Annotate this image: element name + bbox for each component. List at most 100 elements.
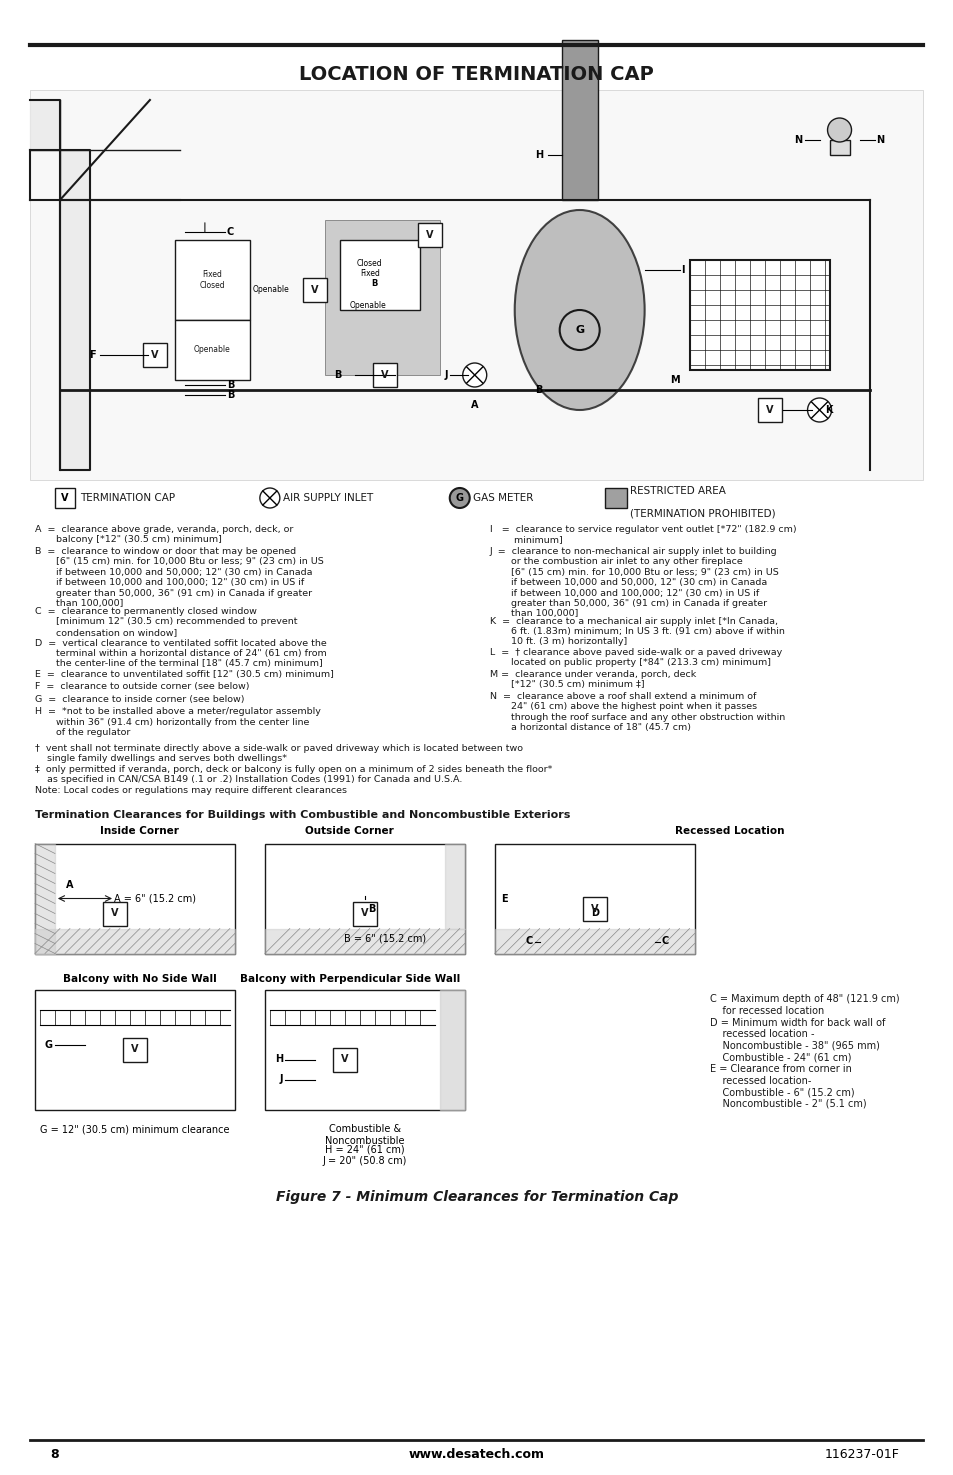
Text: B: B (227, 389, 234, 400)
Text: D  =  vertical clearance to ventilated soffit located above the
       terminal : D = vertical clearance to ventilated sof… (35, 639, 326, 668)
Text: 8: 8 (50, 1448, 58, 1462)
Bar (103, 901, 127, 925)
Text: H: H (274, 1055, 282, 1065)
Text: H: H (535, 150, 543, 159)
Polygon shape (35, 844, 55, 953)
Text: C: C (525, 937, 532, 947)
Text: Fixed: Fixed (359, 268, 379, 277)
Bar (333, 1047, 356, 1071)
Text: Balcony with Perpendicular Side Wall: Balcony with Perpendicular Side Wall (239, 974, 459, 984)
Bar (757, 398, 781, 422)
Text: J: J (444, 370, 447, 381)
Text: I: I (680, 266, 684, 274)
Text: E  =  clearance to unventilated soffit [12" (30.5 cm) minimum]: E = clearance to unventilated soffit [12… (35, 670, 334, 678)
Text: GAS METER: GAS METER (473, 493, 533, 503)
Text: 116237-01F: 116237-01F (823, 1448, 899, 1462)
Circle shape (826, 118, 851, 142)
Text: Balcony with No Side Wall: Balcony with No Side Wall (63, 974, 216, 984)
Text: M =  clearance under veranda, porch, deck
       [*12" (30.5 cm) minimum ‡]: M = clearance under veranda, porch, deck… (489, 670, 696, 689)
Bar (265, 844, 464, 953)
Circle shape (259, 488, 279, 507)
Bar (829, 140, 848, 155)
Text: V: V (112, 909, 118, 919)
Bar (417, 223, 441, 246)
Text: B: B (535, 385, 542, 395)
Text: www.desatech.com: www.desatech.com (408, 1448, 544, 1462)
Polygon shape (30, 90, 923, 479)
Circle shape (462, 363, 486, 386)
Text: Recessed Location: Recessed Location (674, 826, 783, 835)
Text: H = 24" (61 cm)
J = 20" (50.8 cm): H = 24" (61 cm) J = 20" (50.8 cm) (322, 1145, 407, 1167)
Text: V: V (590, 904, 598, 913)
Text: N: N (876, 136, 883, 145)
Bar (582, 897, 606, 920)
Bar (143, 344, 167, 367)
Polygon shape (265, 928, 464, 953)
Text: RESTRICTED AREA: RESTRICTED AREA (629, 485, 725, 496)
Bar (265, 990, 464, 1109)
Circle shape (449, 488, 469, 507)
Text: Figure 7 - Minimum Clearances for Termination Cap: Figure 7 - Minimum Clearances for Termin… (275, 1189, 678, 1204)
Text: D: D (590, 909, 598, 919)
Polygon shape (439, 990, 464, 1109)
Bar (373, 363, 396, 386)
Text: C  =  clearance to permanently closed window
       [minimum 12" (30.5 cm) recom: C = clearance to permanently closed wind… (35, 608, 297, 637)
Text: Openable: Openable (193, 345, 231, 354)
Bar (495, 844, 694, 953)
Text: Termination Clearances for Buildings with Combustible and Noncombustible Exterio: Termination Clearances for Buildings wit… (35, 810, 570, 820)
Text: K  =  clearance to a mechanical air supply inlet [*In Canada,
       6 ft. (1.83: K = clearance to a mechanical air supply… (489, 617, 783, 646)
Text: TERMINATION CAP: TERMINATION CAP (80, 493, 175, 503)
Text: Outside Corner: Outside Corner (305, 826, 394, 835)
Text: ‡  only permitted if veranda, porch, deck or balcony is fully open on a minimum : ‡ only permitted if veranda, porch, deck… (35, 766, 552, 785)
Text: G: G (575, 324, 583, 335)
Text: E: E (501, 894, 508, 904)
Text: Closed: Closed (356, 258, 382, 267)
Text: A: A (471, 400, 478, 410)
Text: V: V (426, 230, 433, 240)
Text: M: M (669, 375, 679, 385)
Polygon shape (35, 928, 234, 953)
Text: G = 12" (30.5 cm) minimum clearance: G = 12" (30.5 cm) minimum clearance (40, 1124, 230, 1134)
Text: J: J (279, 1074, 282, 1084)
Text: G: G (456, 493, 463, 503)
Text: F: F (90, 350, 96, 360)
Text: J  =  clearance to non-mechanical air supply inlet to building
       or the com: J = clearance to non-mechanical air supp… (489, 547, 778, 618)
Text: †  vent shall not terminate directly above a side-walk or paved driveway which i: † vent shall not terminate directly abov… (35, 743, 522, 764)
Text: C: C (661, 937, 668, 947)
Text: N: N (794, 136, 801, 145)
Text: B: B (368, 904, 375, 913)
Text: Inside Corner: Inside Corner (100, 826, 179, 835)
Text: B: B (372, 279, 377, 288)
Polygon shape (30, 100, 90, 471)
Bar (689, 260, 829, 370)
Text: AIR SUPPLY INLET: AIR SUPPLY INLET (282, 493, 373, 503)
Text: A = 6" (15.2 cm): A = 6" (15.2 cm) (113, 894, 195, 904)
Text: I   =  clearance to service regulator vent outlet [*72" (182.9 cm)
        minim: I = clearance to service regulator vent … (489, 525, 796, 544)
Text: G  =  clearance to inside corner (see below): G = clearance to inside corner (see belo… (35, 695, 244, 704)
Text: V: V (380, 370, 388, 381)
Text: Combustible &
Noncombustible: Combustible & Noncombustible (325, 1124, 404, 1146)
Bar (302, 277, 327, 302)
Bar (123, 1037, 147, 1062)
Bar (353, 901, 376, 925)
Bar (35, 990, 234, 1109)
Polygon shape (495, 928, 694, 953)
Polygon shape (444, 844, 464, 928)
Text: V: V (765, 406, 773, 414)
Text: B: B (227, 381, 234, 389)
Text: C = Maximum depth of 48" (121.9 cm)
    for recessed location
D = Minimum width : C = Maximum depth of 48" (121.9 cm) for … (709, 994, 899, 1109)
Text: A  =  clearance above grade, veranda, porch, deck, or
       balcony [*12" (30.5: A = clearance above grade, veranda, porc… (35, 525, 294, 544)
Circle shape (806, 398, 831, 422)
Text: G: G (45, 1040, 53, 1050)
Text: V: V (341, 1055, 348, 1065)
Bar (35, 844, 234, 953)
Text: V: V (311, 285, 318, 295)
Text: V: V (61, 493, 69, 503)
Text: V: V (360, 909, 368, 919)
Text: L  =  † clearance above paved side-walk or a paved driveway
       located on pu: L = † clearance above paved side-walk or… (489, 648, 781, 667)
Text: K: K (824, 406, 832, 414)
Text: Openable: Openable (253, 286, 290, 295)
Text: H  =  *not to be installed above a meter/regulator assembly
       within 36" (9: H = *not to be installed above a meter/r… (35, 708, 320, 738)
Text: (TERMINATION PROHIBITED): (TERMINATION PROHIBITED) (629, 507, 775, 518)
Text: F  =  clearance to outside corner (see below): F = clearance to outside corner (see bel… (35, 683, 250, 692)
